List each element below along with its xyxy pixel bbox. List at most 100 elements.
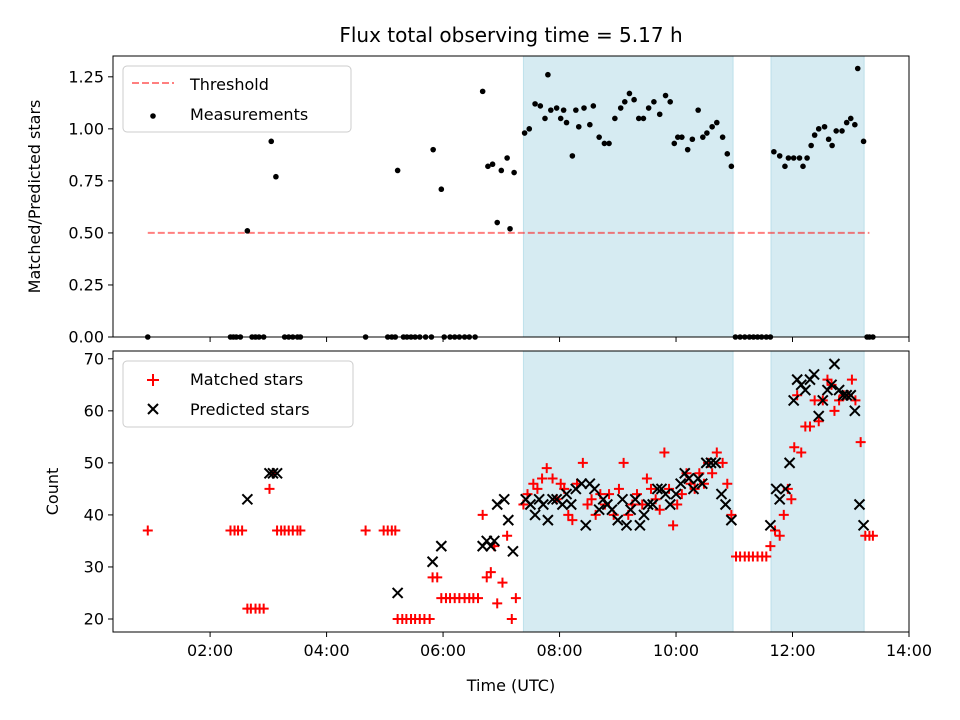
predicted-star-point — [588, 483, 601, 495]
predicted-star-point — [725, 514, 738, 526]
x-tick-label-5: 12:00 — [769, 641, 815, 660]
top-y-tick-label-0: 0.00 — [68, 328, 104, 347]
measurement-point — [713, 119, 720, 126]
predicted-legend-icon — [147, 403, 159, 415]
top-y-tick-label-1: 0.25 — [68, 275, 104, 294]
matched-star-point — [432, 572, 443, 583]
x-tick-label-3: 08:00 — [536, 641, 582, 660]
predicted-star-point — [485, 540, 497, 552]
top-legend: Threshold Measurements — [122, 65, 352, 133]
matched-star-point — [846, 374, 857, 385]
matched-star-point — [829, 405, 840, 416]
measurement-point — [521, 130, 528, 136]
predicted-star-point — [524, 498, 537, 511]
measurement-point — [537, 103, 544, 109]
measurement-point — [700, 134, 706, 140]
matched-star-point — [698, 478, 709, 489]
measurement-point — [511, 169, 517, 176]
predicted-star-point — [546, 493, 559, 506]
matched-star-point — [778, 509, 789, 520]
measurement-point — [800, 163, 806, 170]
top-panel: 0.00 0.25 0.50 0.75 1.00 1.25 Matched/Predict… — [25, 55, 910, 347]
predicted-star-point — [612, 514, 624, 526]
predicted-star-point — [709, 457, 722, 469]
measurement-point — [808, 142, 814, 149]
threshold-legend-label: Threshold — [189, 75, 269, 94]
matched-legend-icon — [147, 374, 159, 386]
x-axis-label: Time (UTC) — [466, 676, 555, 695]
matched-star-point — [645, 483, 656, 494]
predicted-legend-label: Predicted stars — [190, 400, 310, 419]
predicted-star-point — [799, 384, 812, 396]
predicted-star-point — [556, 498, 569, 511]
measurement-point — [553, 105, 560, 111]
measurement-point — [782, 163, 788, 170]
measurement-point — [645, 105, 652, 111]
predicted-star-point — [498, 493, 510, 506]
measurement-point — [728, 163, 735, 170]
measurement-point — [394, 167, 401, 174]
x-tick-label-2: 06:00 — [420, 641, 466, 660]
matched-star-point — [510, 593, 521, 604]
predicted-star-point — [683, 472, 695, 485]
matched-star-point — [424, 613, 435, 624]
bottom-y-tick-label-4: 60 — [84, 401, 104, 420]
top-shaded-interval-0 — [522, 55, 734, 338]
predicted-star-point — [817, 394, 829, 407]
matched-star-point — [804, 421, 815, 432]
matched-star-point — [537, 473, 548, 484]
measurement-point — [719, 134, 726, 140]
measurement-point — [596, 134, 602, 140]
matched-star-point — [264, 483, 275, 494]
matched-star-point — [577, 457, 588, 468]
measurement-point — [829, 142, 835, 149]
measurement-point — [542, 115, 548, 122]
predicted-star-point — [638, 509, 650, 521]
bottom-legend-box — [122, 360, 354, 428]
top-y-tick-label-5: 1.25 — [68, 67, 104, 86]
predicted-star-point — [271, 467, 283, 479]
predicted-star-point — [845, 389, 857, 401]
measurement-point — [662, 92, 669, 99]
measurement-point — [498, 167, 505, 174]
predicted-star-point — [435, 540, 448, 552]
predicted-star-point — [840, 389, 853, 401]
predicted-star-point — [502, 514, 514, 526]
predicted-star-point — [700, 457, 713, 469]
measurement-point — [557, 115, 564, 122]
predicted-star-point — [620, 519, 633, 532]
predicted-star-point — [813, 410, 825, 422]
predicted-star-point — [491, 498, 503, 511]
predicted-star-point — [593, 504, 605, 516]
matched-star-point — [637, 499, 648, 510]
bottom-legend: Matched stars Predicted stars — [122, 360, 354, 428]
matched-star-point — [532, 483, 543, 494]
predicted-star-point — [580, 519, 592, 532]
measurement-point — [438, 186, 445, 193]
top-plot-frame — [112, 55, 910, 338]
measurement-point — [679, 134, 685, 140]
measurement-point — [526, 126, 533, 132]
measurement-point — [587, 121, 593, 128]
measurement-point — [575, 123, 582, 130]
bottom-y-axis-label: Count — [43, 468, 62, 516]
matched-star-point — [586, 494, 597, 505]
measurement-point — [640, 115, 647, 122]
predicted-star-point — [808, 368, 820, 381]
measurement-point — [695, 107, 701, 113]
measurement-point — [590, 103, 597, 109]
measurement-point — [689, 136, 696, 143]
predicted-star-point — [616, 493, 629, 506]
matched-star-point — [567, 515, 578, 526]
bottom-y-tick-label-2: 40 — [84, 505, 104, 524]
measurement-point — [776, 153, 783, 159]
matched-star-point — [528, 478, 539, 489]
predicted-star-point — [664, 498, 676, 511]
matched-star-point — [497, 577, 508, 588]
matched-star-point — [796, 447, 807, 458]
measurement-point — [811, 132, 818, 138]
predicted-star-point — [507, 545, 519, 558]
top-y-axis-label: Matched/Predicted stars — [25, 100, 44, 294]
predicted-star-point — [426, 556, 439, 568]
